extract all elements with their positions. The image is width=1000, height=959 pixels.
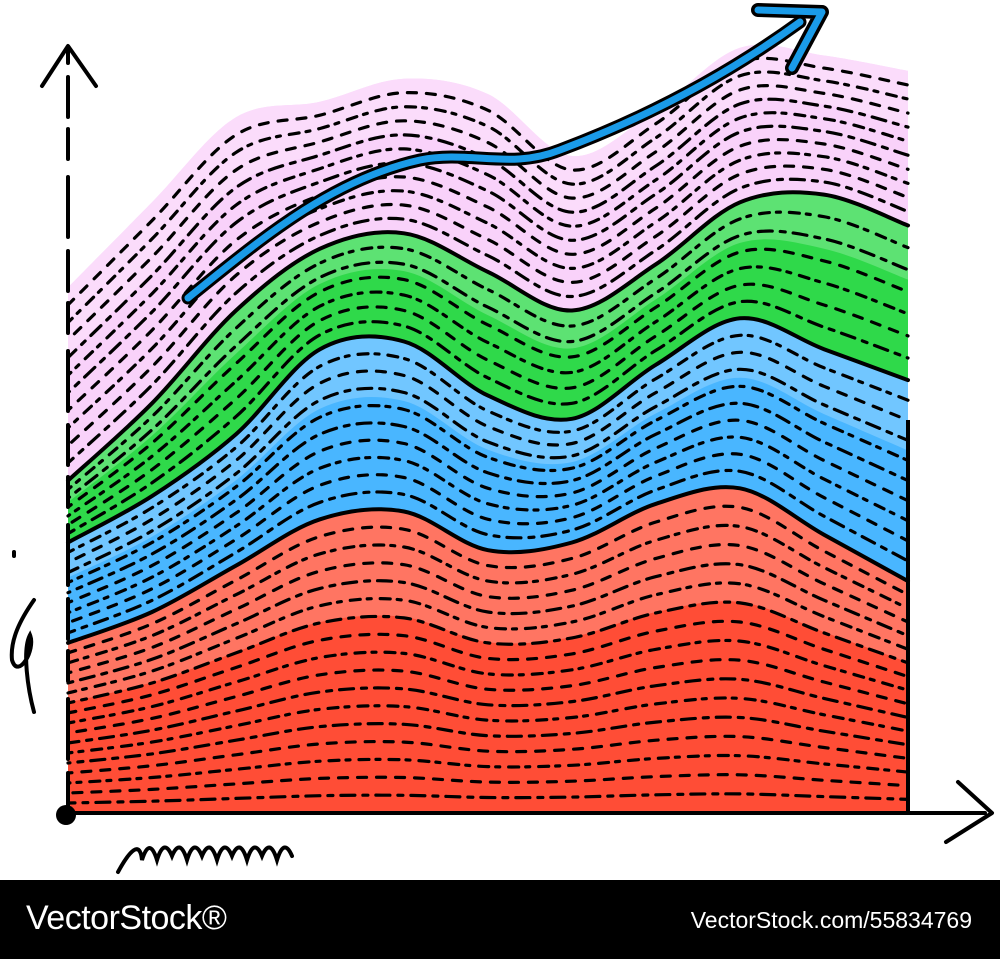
hatch-line [66,384,910,585]
hatch-line [66,696,910,755]
hatch-line [66,581,910,695]
layer-boundary-2 [66,316,910,545]
hatch-line [66,247,910,509]
hatch-line [66,468,910,635]
hatch-line [66,70,910,325]
hatch-line [66,715,910,765]
brand-logo: VectorStock® [26,899,227,937]
axis-scribbles [9,550,294,874]
x-axis-arrowhead [944,780,994,844]
y-axis-arrowhead [40,44,98,88]
hatch-line [66,542,910,675]
layer-boundary-1 [66,485,910,645]
hatch-line [66,435,910,615]
watermark-bar: VectorStock® VectorStock.com/55834769 [0,880,1000,959]
chart-area [9,3,994,874]
trend-arrow-line [184,18,804,302]
hatch-line [66,164,910,448]
trend-arrow [181,3,829,305]
hatch-line [66,350,910,565]
origin-dot [56,805,76,825]
hatch-line [66,753,910,785]
hatch-line [66,562,910,685]
hatch-line [66,600,910,705]
hatch-line [66,658,910,735]
hatch-line [66,299,910,536]
hatch-line [66,265,910,518]
hatch-line [66,523,910,665]
hatch-line [66,792,910,805]
hatch-line [66,418,910,605]
hatch-line [66,401,910,595]
hatch-line [66,452,910,625]
hatch-line [66,97,910,360]
image-id: VectorStock.com/55834769 [690,907,972,933]
stacked-area-chart [9,3,994,874]
hatch-line [66,504,910,655]
y-label-scribble [9,550,36,714]
hatch-line [66,229,910,500]
hatch-line [66,773,910,795]
axes [40,44,994,844]
hatch-line [66,638,910,725]
layer-boundaries [66,190,910,645]
hatch-line [66,124,910,395]
x-label-scribble [116,845,294,874]
layer-boundary-3 [66,190,910,483]
hatch-line [66,734,910,775]
hatch-line [66,111,910,377]
hatch-line [66,210,910,491]
hatch-line [66,138,910,412]
hatch-line [66,333,910,555]
hatch-line [66,177,910,465]
trend-arrowhead [754,6,826,72]
hatch-line [66,84,910,342]
hatch-line [66,677,910,745]
hatch-line [66,367,910,575]
